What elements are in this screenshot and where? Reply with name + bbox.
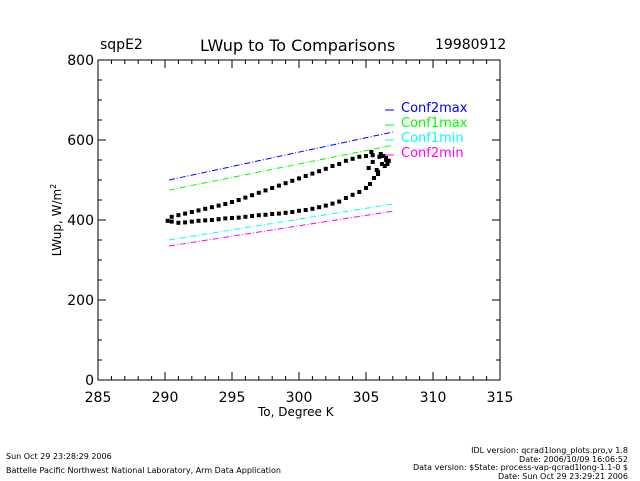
- data-point: [351, 157, 355, 161]
- data-point: [223, 216, 227, 220]
- data-point: [284, 211, 288, 215]
- data-point: [257, 191, 261, 195]
- data-point: [197, 219, 201, 223]
- x-tick-label: 285: [85, 390, 112, 406]
- data-point: [264, 188, 268, 192]
- footer-timestamp: Sun Oct 29 23:28:29 2006: [6, 452, 112, 461]
- data-point: [331, 164, 335, 168]
- data-point: [176, 213, 180, 217]
- data-point: [176, 221, 180, 225]
- data-point: [230, 216, 234, 220]
- data-point: [385, 162, 389, 166]
- data-point: [375, 168, 379, 172]
- data-point: [364, 154, 368, 158]
- data-point: [369, 150, 373, 154]
- legend-label-conf1max: Conf1max: [401, 116, 467, 131]
- legend-label-conf1min: Conf1min: [401, 131, 464, 146]
- legend-label-conf2max: Conf2max: [401, 101, 467, 116]
- data-point: [237, 198, 241, 202]
- data-point: [197, 208, 201, 212]
- data-point: [257, 213, 261, 217]
- data-point: [203, 218, 207, 222]
- footer-institution: Battelle Pacific Northwest National Labo…: [6, 466, 281, 475]
- data-point: [324, 204, 328, 208]
- data-point: [304, 174, 308, 178]
- legend-label-conf2min: Conf2min: [401, 146, 464, 161]
- data-point: [337, 200, 341, 204]
- x-tick-label: 305: [353, 390, 380, 406]
- x-axis-label: To, Degree K: [258, 405, 334, 419]
- x-tick-label: 290: [152, 390, 179, 406]
- data-point: [344, 159, 348, 163]
- x-tick-label: 310: [420, 390, 447, 406]
- data-point: [277, 212, 281, 216]
- y-tick-label: 400: [67, 213, 94, 229]
- y-axis-label-sup: 2: [49, 184, 58, 189]
- data-point: [264, 213, 268, 217]
- data-point: [203, 207, 207, 211]
- y-tick-label: 200: [67, 293, 94, 309]
- data-point: [351, 193, 355, 197]
- data-point: [166, 219, 170, 223]
- data-point: [381, 154, 385, 158]
- y-tick-label: 800: [67, 53, 94, 69]
- x-tick-label: 300: [286, 390, 313, 406]
- data-point: [310, 172, 314, 176]
- data-point: [250, 214, 254, 218]
- data-point: [297, 176, 301, 180]
- data-point: [183, 212, 187, 216]
- data-point: [284, 181, 288, 185]
- data-point: [250, 193, 254, 197]
- data-point: [190, 210, 194, 214]
- data-point: [357, 155, 361, 159]
- data-point: [230, 200, 234, 204]
- data-point: [317, 169, 321, 173]
- y-tick-label: 0: [85, 373, 94, 389]
- data-point: [243, 215, 247, 219]
- data-point: [304, 208, 308, 212]
- data-point: [290, 210, 294, 214]
- data-point: [190, 220, 194, 224]
- line-conf1max: [169, 145, 393, 190]
- line-conf1min: [169, 204, 393, 240]
- data-point: [183, 220, 187, 224]
- data-point: [317, 205, 321, 209]
- data-point: [337, 162, 341, 166]
- data-point: [357, 190, 361, 194]
- data-point: [376, 172, 380, 176]
- data-point: [217, 204, 221, 208]
- data-point: [324, 167, 328, 171]
- data-point: [297, 209, 301, 213]
- x-tick-label: 315: [487, 390, 514, 406]
- data-point: [364, 186, 368, 190]
- data-point: [368, 182, 372, 186]
- data-point: [223, 202, 227, 206]
- data-point: [344, 196, 348, 200]
- data-point: [371, 160, 375, 164]
- data-point: [217, 217, 221, 221]
- line-conf2min: [169, 211, 393, 246]
- data-point: [270, 212, 274, 216]
- data-point: [210, 205, 214, 209]
- data-point: [290, 179, 294, 183]
- y-axis-label-text: LWup, W/m: [50, 189, 64, 256]
- y-tick-label: 600: [67, 133, 94, 149]
- y-axis-label: LWup, W/m2: [49, 160, 64, 280]
- footer-version-info: IDL version: qcrad1long_plots.pro,v 1.8 …: [413, 447, 628, 481]
- data-point: [310, 207, 314, 211]
- data-point: [372, 176, 376, 180]
- data-point: [237, 216, 241, 220]
- data-point: [331, 202, 335, 206]
- data-point: [367, 166, 371, 170]
- x-tick-label: 295: [219, 390, 246, 406]
- data-point: [170, 220, 174, 224]
- data-point: [210, 218, 214, 222]
- data-point: [270, 186, 274, 190]
- data-point: [277, 184, 281, 188]
- data-point: [243, 196, 247, 200]
- data-point: [170, 215, 174, 219]
